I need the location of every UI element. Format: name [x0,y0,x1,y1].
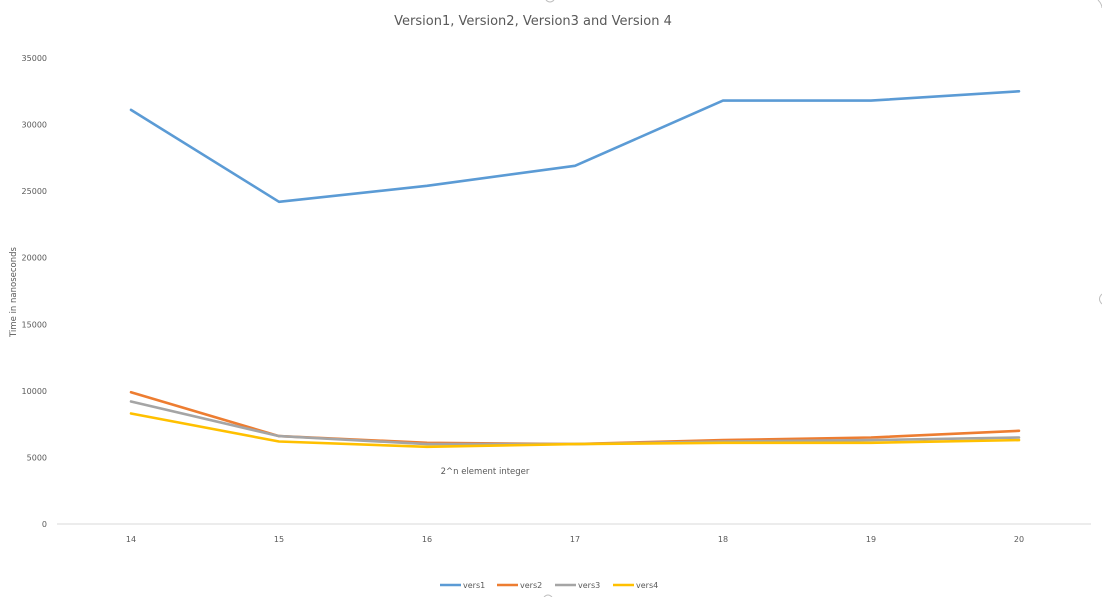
chart-title: Version1, Version2, Version3 and Version… [394,14,672,29]
x-tick-label: 17 [570,535,580,544]
x-tick-label: 19 [866,535,876,544]
x-tick-label: 18 [718,535,728,544]
series-line-vers1 [129,90,1021,204]
x-axis-ticks: 14 15 16 17 18 19 20 [126,535,1024,544]
series-line-vers4 [129,412,1021,449]
frame-edge-mark-bottom [543,594,553,597]
series-lines [129,90,1021,449]
x-axis-title: 2^n element integer [441,467,530,477]
x-tick-label: 20 [1014,535,1024,544]
series-line-vers2 [129,390,1021,446]
frame-edge-mark-right-mid [1099,293,1102,305]
x-tick-label: 14 [126,535,136,544]
frame-edge-mark-right-top [1097,0,1102,9]
y-tick-label: 10000 [22,387,47,396]
y-axis-ticks: 0 5000 10000 15000 20000 25000 30000 35000 [22,54,47,529]
y-tick-label: 5000 [27,453,47,462]
legend-label-vers4: vers4 [636,581,658,590]
x-tick-label: 15 [274,535,284,544]
legend-label-vers3: vers3 [578,581,600,590]
x-tick-label: 16 [422,535,432,544]
legend: vers1 vers2 vers3 vers4 [440,581,658,590]
legend-label-vers2: vers2 [520,581,542,590]
y-tick-label: 35000 [22,54,47,63]
y-tick-label: 15000 [22,320,47,329]
y-tick-label: 20000 [22,254,47,263]
legend-label-vers1: vers1 [463,581,485,590]
y-tick-label: 0 [42,520,47,529]
frame-edge-mark-top [545,0,555,3]
y-axis-title: Time in nanoseconds [9,246,19,337]
y-tick-label: 25000 [22,187,47,196]
y-tick-label: 30000 [22,121,47,130]
